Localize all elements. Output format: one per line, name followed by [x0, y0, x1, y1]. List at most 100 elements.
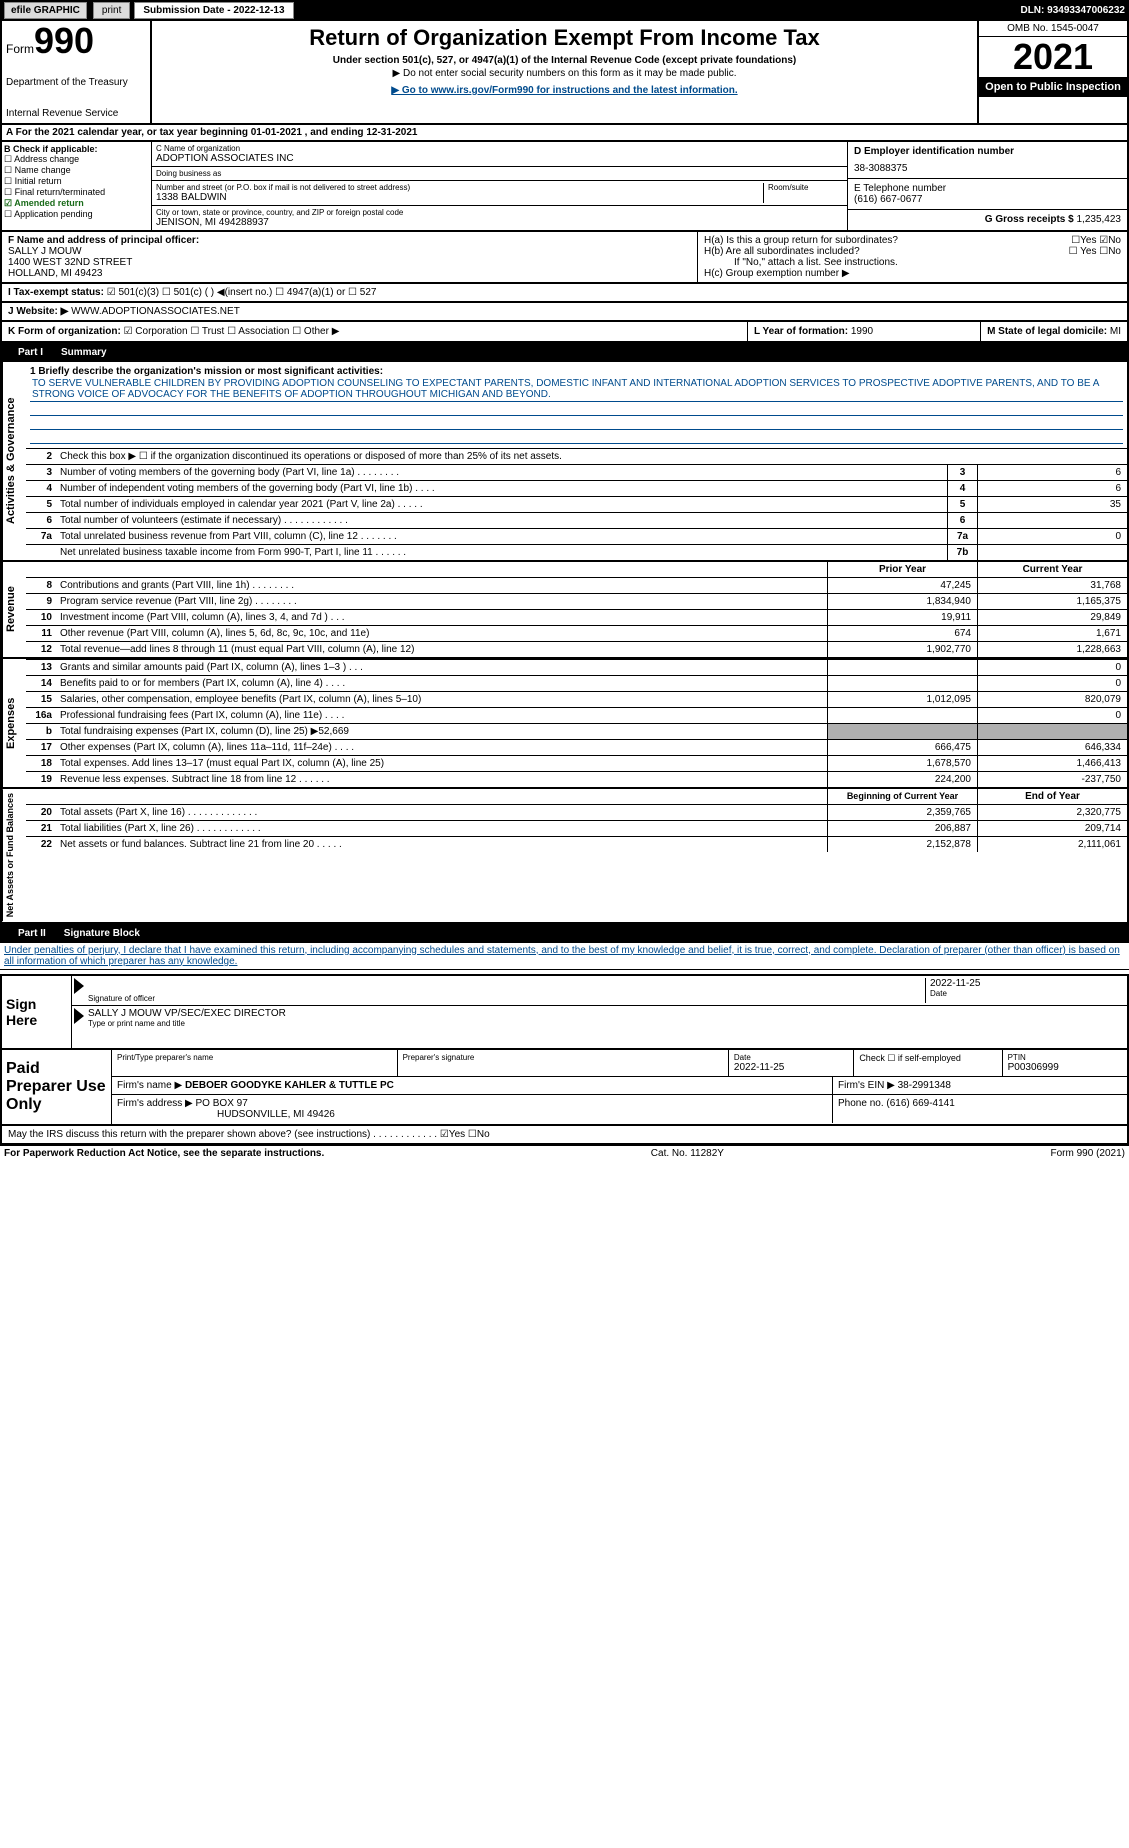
section-b-row: B Check if applicable: ☐ Address change …	[0, 142, 1129, 232]
tax-period: A For the 2021 calendar year, or tax yea…	[0, 125, 1129, 142]
omb-number: OMB No. 1545-0047	[979, 21, 1127, 37]
org-name: ADOPTION ASSOCIATES INC	[156, 153, 843, 164]
mission-block: 1 Briefly describe the organization's mi…	[26, 362, 1127, 448]
ha-label: H(a) Is this a group return for subordin…	[704, 235, 898, 246]
vlabel-governance: Activities & Governance	[2, 362, 26, 560]
table-row: 8Contributions and grants (Part VIII, li…	[26, 577, 1127, 593]
officer-addr2: HOLLAND, MI 49423	[8, 268, 691, 279]
tax-exempt-status[interactable]: ☑ 501(c)(3) ☐ 501(c) ( ) ◀(insert no.) ☐…	[107, 287, 377, 298]
revenue-section: Revenue Prior YearCurrent Year 8Contribu…	[0, 562, 1129, 659]
form-subtitle: Under section 501(c), 527, or 4947(a)(1)…	[156, 55, 973, 66]
table-row: 4Number of independent voting members of…	[26, 480, 1127, 496]
cb-address-change[interactable]: ☐ Address change	[4, 154, 149, 165]
firm-name: DEBOER GOODYKE KAHLER & TUTTLE PC	[185, 1080, 394, 1091]
arrow-icon	[74, 978, 84, 994]
footer-center: Cat. No. 11282Y	[651, 1148, 724, 1159]
k-label: K Form of organization:	[8, 326, 121, 337]
firm-ein: 38-2991348	[898, 1080, 951, 1091]
row-j: J Website: ▶ WWW.ADOPTIONASSOCIATES.NET	[0, 303, 1129, 322]
part-2-label: Part II	[8, 926, 56, 941]
irs-label: Internal Revenue Service	[6, 108, 146, 119]
efile-badge: efile GRAPHIC	[4, 2, 87, 19]
irs-discuss[interactable]: May the IRS discuss this return with the…	[0, 1126, 1129, 1145]
activities-governance: Activities & Governance 1 Briefly descri…	[0, 362, 1129, 562]
expenses-section: Expenses 13Grants and similar amounts pa…	[0, 659, 1129, 789]
form-of-org[interactable]: ☑ Corporation ☐ Trust ☐ Association ☐ Ot…	[124, 326, 340, 337]
mission-line3	[30, 416, 1123, 430]
self-employed[interactable]: Check ☐ if self-employed	[859, 1053, 996, 1064]
form-label: Form	[6, 42, 34, 56]
prep-sig-label: Preparer's signature	[403, 1053, 723, 1062]
form-title: Return of Organization Exempt From Incom…	[156, 25, 973, 51]
hc-label: H(c) Group exemption number ▶	[704, 268, 1121, 279]
part-2-header: Part II Signature Block	[0, 924, 1129, 943]
table-row: 7aTotal unrelated business revenue from …	[26, 528, 1127, 544]
goto-link[interactable]: ▶ Go to www.irs.gov/Form990 for instruct…	[156, 85, 973, 96]
paid-preparer-block: Paid Preparer Use Only Print/Type prepar…	[0, 1050, 1129, 1126]
f-label: F Name and address of principal officer:	[8, 235, 691, 246]
table-row: bTotal fundraising expenses (Part IX, co…	[26, 723, 1127, 739]
cb-application-pending[interactable]: ☐ Application pending	[4, 209, 149, 220]
hb-label: H(b) Are all subordinates included?	[704, 246, 860, 257]
year-formation: 1990	[851, 326, 873, 337]
addr-label: Number and street (or P.O. box if mail i…	[156, 183, 763, 192]
table-row: Net unrelated business taxable income fr…	[26, 544, 1127, 560]
table-row: 6Total number of volunteers (estimate if…	[26, 512, 1127, 528]
table-row: 17Other expenses (Part IX, column (A), l…	[26, 739, 1127, 755]
ha-yn[interactable]: ☐Yes ☑No	[1071, 235, 1121, 246]
firm-addr-label: Firm's address ▶	[117, 1098, 193, 1109]
ein-value: 38-3088375	[854, 157, 1121, 174]
table-row: 20Total assets (Part X, line 16) . . . .…	[26, 804, 1127, 820]
org-name-block: C Name of organizationADOPTION ASSOCIATE…	[152, 142, 847, 230]
website[interactable]: WWW.ADOPTIONASSOCIATES.NET	[71, 306, 240, 317]
officer-name: SALLY J MOUW	[8, 246, 691, 257]
prior-year-hdr: Prior Year	[827, 562, 977, 577]
open-inspection: Open to Public Inspection	[979, 77, 1127, 97]
form-990: 990	[34, 20, 94, 61]
b-header: B Check if applicable:	[4, 144, 149, 154]
firm-name-label: Firm's name ▶	[117, 1080, 182, 1091]
cb-name-change[interactable]: ☐ Name change	[4, 165, 149, 176]
m-label: M State of legal domicile:	[987, 326, 1107, 337]
irs-link[interactable]: ▶ Go to www.irs.gov/Form990 for instruct…	[391, 85, 737, 96]
table-row: 18Total expenses. Add lines 13–17 (must …	[26, 755, 1127, 771]
hb-yn[interactable]: ☐ Yes ☐No	[1069, 246, 1121, 257]
part-2-title: Signature Block	[64, 928, 140, 939]
firm-ein-label: Firm's EIN ▶	[838, 1080, 895, 1091]
firm-phone-label: Phone no.	[838, 1098, 884, 1109]
tax-year: 2021	[979, 37, 1127, 77]
end-year-hdr: End of Year	[977, 789, 1127, 804]
prep-date-label: Date	[734, 1053, 848, 1062]
city-label: City or town, state or province, country…	[156, 208, 843, 217]
j-label: J Website: ▶	[8, 306, 68, 317]
print-button[interactable]: print	[93, 2, 130, 19]
vlabel-expenses: Expenses	[2, 659, 26, 787]
phone-label: E Telephone number	[854, 183, 1121, 194]
h-block: H(a) Is this a group return for subordin…	[697, 232, 1127, 282]
sign-date-label: Date	[930, 989, 1125, 998]
table-row: 5Total number of individuals employed in…	[26, 496, 1127, 512]
room-label: Room/suite	[768, 183, 843, 192]
table-row: 12Total revenue—add lines 8 through 11 (…	[26, 641, 1127, 657]
current-year-hdr: Current Year	[977, 562, 1127, 577]
officer-name-title: SALLY J MOUW VP/SEC/EXEC DIRECTOR	[88, 1008, 1125, 1019]
footer: For Paperwork Reduction Act Notice, see …	[0, 1145, 1129, 1161]
table-row: 11Other revenue (Part VIII, column (A), …	[26, 625, 1127, 641]
cb-amended-return[interactable]: ☑ Amended return	[4, 198, 149, 209]
table-row: 16aProfessional fundraising fees (Part I…	[26, 707, 1127, 723]
table-row: 13Grants and similar amounts paid (Part …	[26, 659, 1127, 675]
row-f-h: F Name and address of principal officer:…	[0, 232, 1129, 284]
phone-value: (616) 667-0677	[854, 194, 1121, 205]
principal-officer: F Name and address of principal officer:…	[2, 232, 697, 282]
declaration: Under penalties of perjury, I declare th…	[0, 943, 1129, 970]
table-row: 22Net assets or fund balances. Subtract …	[26, 836, 1127, 852]
table-row: 21Total liabilities (Part X, line 26) . …	[26, 820, 1127, 836]
vlabel-revenue: Revenue	[2, 562, 26, 657]
footer-left: For Paperwork Reduction Act Notice, see …	[4, 1148, 324, 1159]
l-label: L Year of formation:	[754, 326, 848, 337]
part-1-title: Summary	[61, 347, 107, 358]
cb-final-return[interactable]: ☐ Final return/terminated	[4, 187, 149, 198]
table-row: 9Program service revenue (Part VIII, lin…	[26, 593, 1127, 609]
cb-initial-return[interactable]: ☐ Initial return	[4, 176, 149, 187]
i-label: I Tax-exempt status:	[8, 287, 104, 298]
